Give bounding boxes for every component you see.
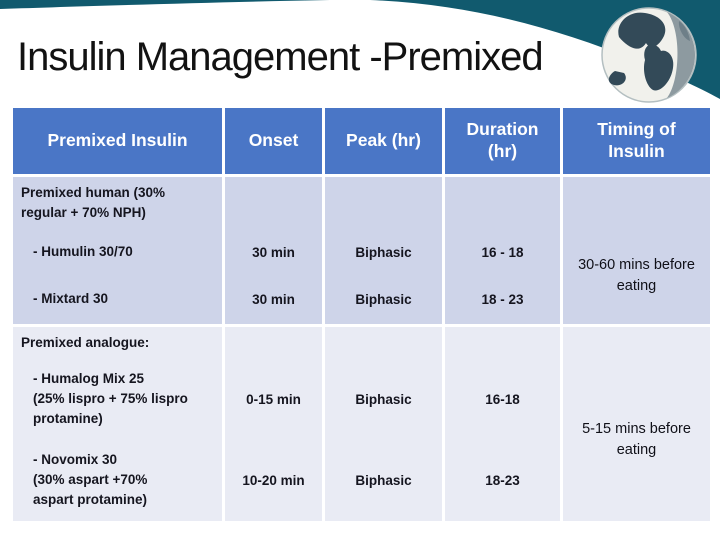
empty-cell bbox=[560, 175, 713, 229]
empty-cell bbox=[222, 175, 325, 229]
onset-value: 10-20 min bbox=[222, 439, 325, 521]
insulin-name: - Novomix 30 (30% aspart +70% aspart pro… bbox=[10, 439, 225, 521]
insulin-name: - Humalog Mix 25 (25% lispro + 75% lispr… bbox=[10, 359, 225, 439]
peak-value: Biphasic bbox=[322, 229, 445, 275]
table-row-mixtard: - Mixtard 30 30 min Biphasic 18 - 23 bbox=[10, 275, 712, 325]
table-row-novomix: - Novomix 30 (30% aspart +70% aspart pro… bbox=[10, 439, 712, 521]
insulin-table: Premixed Insulin Onset Peak (hr) Duratio… bbox=[10, 108, 713, 521]
duration-value: 18-23 bbox=[442, 439, 563, 521]
col-header-premixed-insulin: Premixed Insulin bbox=[10, 108, 225, 177]
section1-label: Premixed human (30% regular + 70% NPH) bbox=[10, 175, 225, 229]
empty-cell bbox=[322, 175, 445, 229]
col-header-timing: Timing of Insulin bbox=[560, 108, 713, 177]
col-header-onset: Onset bbox=[222, 108, 325, 177]
empty-cell bbox=[322, 323, 445, 359]
timing-value-section1: 30-60 mins before eating bbox=[560, 229, 713, 325]
empty-cell bbox=[222, 323, 325, 359]
empty-cell bbox=[442, 323, 563, 359]
section1-label-row: Premixed human (30% regular + 70% NPH) bbox=[10, 175, 713, 229]
onset-value: 0-15 min bbox=[222, 359, 325, 439]
globe-icon bbox=[601, 7, 697, 103]
insulin-name: - Humulin 30/70 bbox=[10, 229, 225, 275]
section2-label-row: Premixed analogue: bbox=[10, 323, 713, 359]
peak-value: Biphasic bbox=[322, 439, 445, 521]
col-header-duration: Duration (hr) bbox=[442, 108, 563, 177]
header-band bbox=[0, 0, 720, 108]
insulin-name: - Mixtard 30 bbox=[10, 275, 225, 325]
col-header-peak: Peak (hr) bbox=[322, 108, 445, 177]
duration-value: 16 - 18 bbox=[442, 229, 563, 275]
duration-value: 18 - 23 bbox=[442, 275, 563, 325]
duration-value: 16-18 bbox=[442, 359, 563, 439]
peak-value: Biphasic bbox=[322, 359, 445, 439]
table-container: Premixed Insulin Onset Peak (hr) Duratio… bbox=[10, 108, 713, 521]
peak-value: Biphasic bbox=[322, 275, 445, 325]
section2-label: Premixed analogue: bbox=[10, 323, 225, 359]
table-header-row: Premixed Insulin Onset Peak (hr) Duratio… bbox=[10, 108, 713, 177]
onset-value: 30 min bbox=[222, 275, 325, 325]
empty-cell bbox=[560, 323, 713, 359]
timing-value-section2: 5-15 mins before eating bbox=[560, 359, 713, 521]
slide-title: Insulin Management -Premixed bbox=[17, 35, 544, 79]
header-swoosh-graphic bbox=[0, 0, 720, 108]
onset-value: 30 min bbox=[222, 229, 325, 275]
table-row-humalog: - Humalog Mix 25 (25% lispro + 75% lispr… bbox=[10, 359, 713, 521]
table-row-humulin: - Humulin 30/70 30 min Biphasic 16 - 18 … bbox=[10, 229, 713, 325]
empty-cell bbox=[442, 175, 563, 229]
